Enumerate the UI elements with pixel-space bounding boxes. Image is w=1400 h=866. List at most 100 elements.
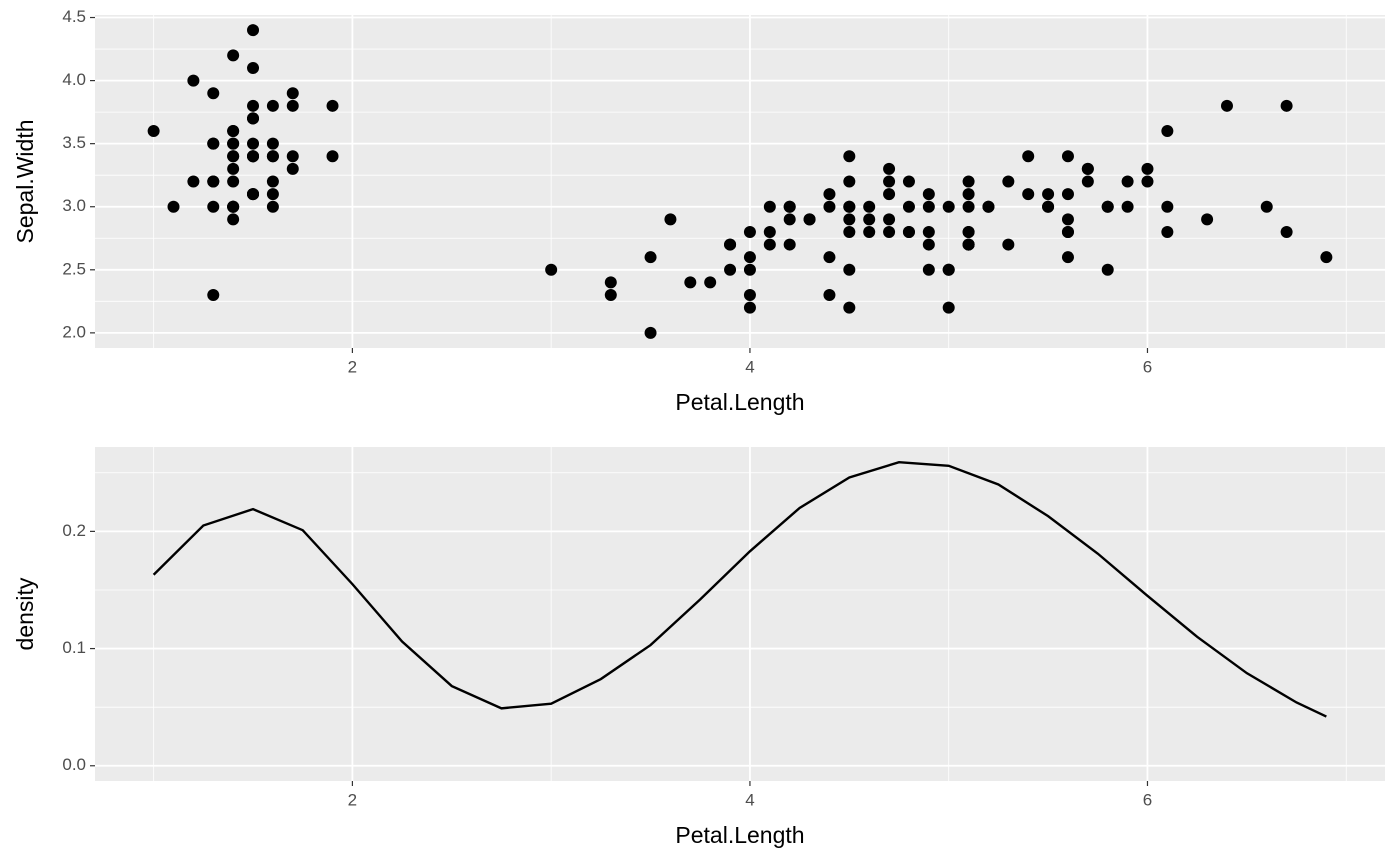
point: [266, 150, 279, 163]
point: [266, 200, 279, 213]
point: [883, 213, 896, 226]
point: [167, 200, 180, 213]
y-tick-label: 4.0: [62, 70, 86, 89]
point: [1101, 263, 1114, 276]
point: [684, 276, 697, 289]
point: [1201, 213, 1214, 226]
point: [227, 213, 240, 226]
point: [286, 162, 299, 175]
point: [1141, 175, 1154, 188]
point: [962, 188, 975, 201]
point: [207, 289, 220, 302]
point: [902, 175, 915, 188]
point: [247, 137, 260, 150]
point: [843, 301, 856, 314]
point: [1141, 162, 1154, 175]
point: [863, 200, 876, 213]
point: [883, 188, 896, 201]
point: [982, 200, 995, 213]
point: [823, 289, 836, 302]
point: [1280, 99, 1293, 112]
y-tick-label: 3.0: [62, 196, 86, 215]
point: [227, 49, 240, 62]
point: [266, 188, 279, 201]
point: [724, 238, 737, 251]
point: [286, 87, 299, 100]
point: [147, 125, 160, 138]
point: [227, 150, 240, 163]
x-tick-label: 2: [348, 790, 357, 809]
point: [743, 289, 756, 302]
point: [922, 238, 935, 251]
density-line: [152, 461, 1327, 718]
point: [247, 188, 260, 201]
point: [247, 61, 260, 74]
point: [187, 74, 200, 87]
point: [902, 200, 915, 213]
point: [1161, 225, 1174, 238]
point: [1161, 125, 1174, 138]
point: [843, 263, 856, 276]
x-axis-title: Petal.Length: [675, 822, 804, 848]
point: [1081, 175, 1094, 188]
point: [604, 276, 617, 289]
point: [187, 175, 200, 188]
point: [247, 112, 260, 125]
point: [1161, 200, 1174, 213]
point: [724, 263, 737, 276]
point: [266, 137, 279, 150]
point: [1061, 150, 1074, 163]
point: [326, 150, 339, 163]
x-tick-label: 6: [1143, 357, 1152, 376]
point: [1022, 188, 1035, 201]
point: [743, 251, 756, 264]
point: [823, 188, 836, 201]
point: [843, 175, 856, 188]
point: [1061, 213, 1074, 226]
point: [1061, 251, 1074, 264]
point: [843, 225, 856, 238]
point: [1061, 225, 1074, 238]
x-tick-label: 4: [745, 790, 754, 809]
point: [863, 225, 876, 238]
point: [1022, 150, 1035, 163]
point: [743, 263, 756, 276]
y-axis-title: density: [12, 577, 38, 650]
point: [823, 200, 836, 213]
point: [962, 225, 975, 238]
x-tick-label: 4: [745, 357, 754, 376]
point: [783, 213, 796, 226]
point: [227, 175, 240, 188]
point: [207, 200, 220, 213]
point: [266, 99, 279, 112]
point: [883, 225, 896, 238]
point: [644, 326, 657, 339]
point: [942, 263, 955, 276]
point: [763, 225, 776, 238]
point: [1042, 188, 1055, 201]
point: [1042, 200, 1055, 213]
y-tick-label: 2.0: [62, 322, 86, 341]
y-tick-label: 0.2: [62, 521, 86, 540]
point: [763, 238, 776, 251]
y-tick-label: 4.5: [62, 7, 86, 26]
point: [843, 213, 856, 226]
x-tick-label: 6: [1143, 790, 1152, 809]
point: [604, 289, 617, 302]
point: [1260, 200, 1273, 213]
point: [743, 225, 756, 238]
point: [883, 162, 896, 175]
y-tick-label: 3.5: [62, 133, 86, 152]
point: [863, 213, 876, 226]
point: [783, 200, 796, 213]
point: [227, 200, 240, 213]
point: [843, 200, 856, 213]
point: [783, 238, 796, 251]
point: [962, 200, 975, 213]
point: [843, 150, 856, 163]
point: [962, 238, 975, 251]
point: [922, 225, 935, 238]
y-tick-label: 2.5: [62, 259, 86, 278]
